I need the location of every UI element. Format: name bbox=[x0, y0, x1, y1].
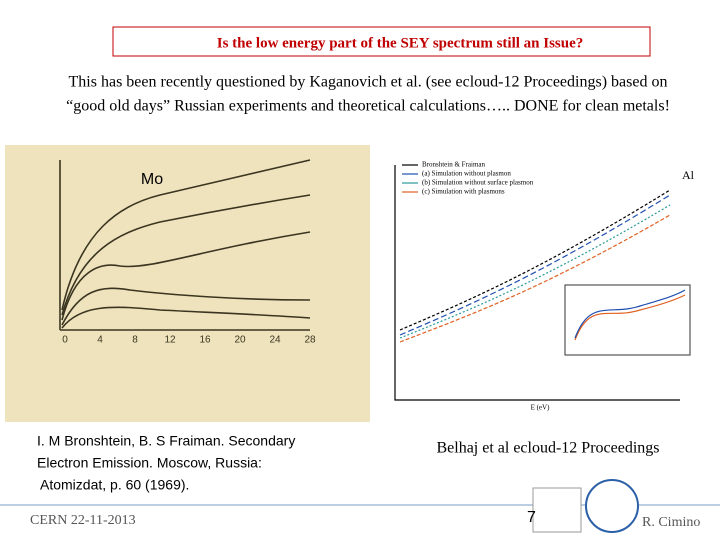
logo-lnf bbox=[585, 479, 639, 533]
body-line: This has been recently questioned by Kag… bbox=[69, 74, 668, 91]
title-box bbox=[112, 26, 651, 57]
legend-entry: (b) Simulation without surface plasmon bbox=[422, 179, 534, 187]
page-number: 7 bbox=[527, 509, 536, 526]
legend-entry: (c) Simulation with plasmons bbox=[422, 188, 505, 196]
scan-background bbox=[5, 145, 370, 422]
x-tick-label: 16 bbox=[199, 335, 211, 346]
plot-background bbox=[372, 155, 702, 412]
axis-label: E (eV) bbox=[531, 404, 551, 412]
title: Is the low energy part of the SEY spectr… bbox=[217, 35, 584, 51]
x-tick-label: 24 bbox=[269, 335, 281, 346]
x-tick-label: 4 bbox=[97, 335, 103, 346]
footer-date: CERN 22-11-2013 bbox=[30, 513, 136, 528]
body-line: “good old days” Russian experiments and … bbox=[66, 98, 670, 115]
figure-label: Al bbox=[682, 168, 695, 182]
caption-line: I. M Bronshtein, B. S Fraiman. Secondary bbox=[37, 433, 295, 449]
caption-line: Atomizdat, p. 60 (1969). bbox=[40, 477, 189, 493]
caption-line: Electron Emission. Moscow, Russia: bbox=[37, 455, 262, 471]
logo-infn bbox=[532, 487, 582, 533]
legend-entry: Bronshtein & Fraiman bbox=[422, 161, 485, 169]
plot-curves bbox=[394, 165, 691, 401]
scan-curves bbox=[59, 159, 311, 331]
caption-line: Belhaj et al ecloud-12 Proceedings bbox=[436, 440, 659, 457]
figure-label: Mo bbox=[141, 171, 163, 188]
x-tick-label: 28 bbox=[304, 335, 316, 346]
x-tick-label: 20 bbox=[234, 335, 246, 346]
x-tick-label: 8 bbox=[132, 335, 138, 346]
x-tick-label: 12 bbox=[164, 335, 176, 346]
footer-author: R. Cimino bbox=[642, 515, 700, 530]
legend-entry: (a) Simulation without plasmon bbox=[422, 170, 511, 178]
x-tick-label: 0 bbox=[62, 335, 68, 346]
